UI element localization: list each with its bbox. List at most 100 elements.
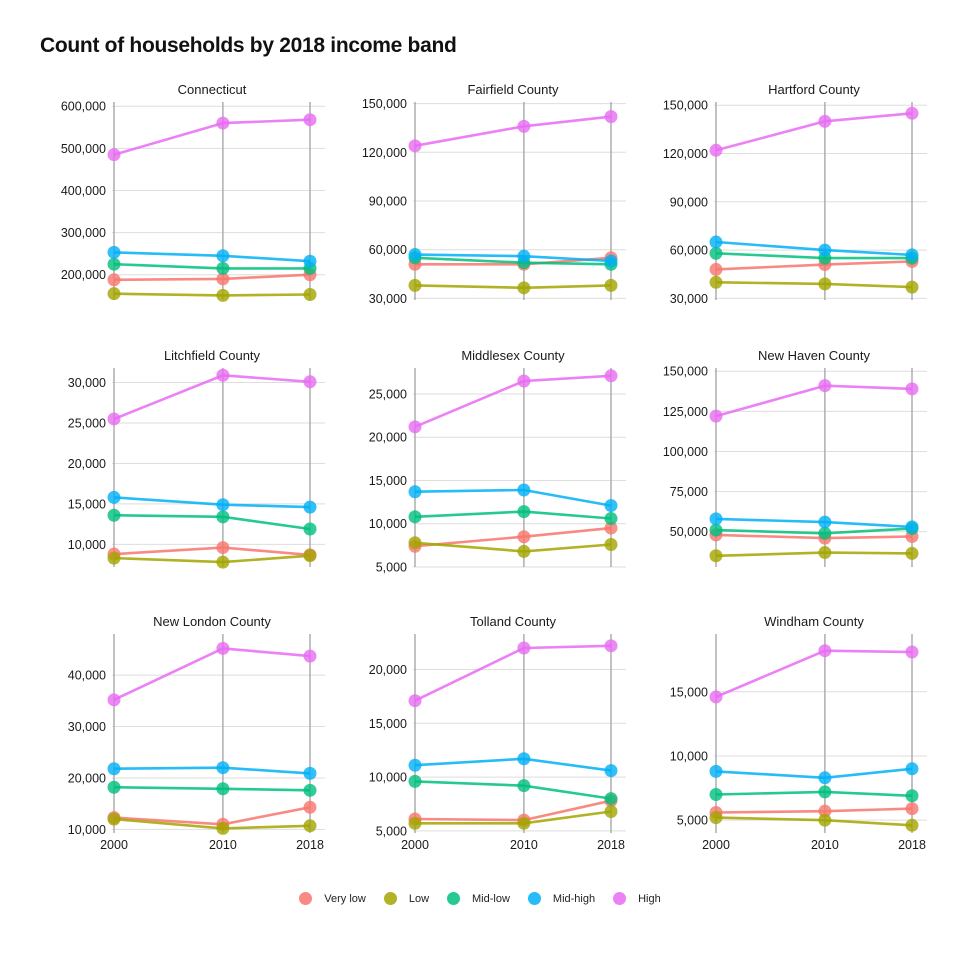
series-line-high <box>113 118 311 156</box>
x-tick-label: 2000 <box>702 838 730 852</box>
data-point-mid-high <box>107 245 121 259</box>
y-tick-label: 20,000 <box>68 771 106 785</box>
series-line-mid-high <box>414 757 612 772</box>
x-tick-label: 2010 <box>811 838 839 852</box>
series-line-mid-high <box>414 488 612 507</box>
legend-swatch <box>527 892 541 905</box>
data-point-low <box>107 812 121 826</box>
data-point-mid-low <box>216 510 230 524</box>
data-point-low <box>905 818 919 832</box>
data-point-low <box>303 819 317 833</box>
series-line-low <box>414 541 612 553</box>
series-line-mid-high <box>715 767 913 780</box>
y-tick-label: 10,000 <box>670 749 708 763</box>
data-point-high <box>303 113 317 127</box>
data-point-low <box>818 546 832 560</box>
x-tick-label: 2018 <box>597 838 625 852</box>
data-point-low <box>517 816 531 830</box>
data-point-mid-high <box>408 248 422 262</box>
data-point-mid-high <box>818 243 832 257</box>
data-point-mid-high <box>408 485 422 499</box>
panel-title-windham-county: Windham County <box>764 614 864 629</box>
y-tick-label: 30,000 <box>670 292 708 306</box>
y-tick-label: 10,000 <box>68 538 106 552</box>
series-line-mid-high <box>113 766 311 775</box>
series-line-mid-high <box>113 496 311 509</box>
data-point-high <box>818 114 832 128</box>
legend-label: Mid-high <box>552 892 596 905</box>
y-tick-label: 150,000 <box>663 99 708 113</box>
panel-title-connecticut: Connecticut <box>178 82 247 97</box>
y-tick-label: 10,000 <box>68 823 106 837</box>
y-tick-label: 120,000 <box>362 146 407 160</box>
legend-label: Very low <box>324 892 366 905</box>
data-point-high <box>905 382 919 396</box>
data-point-low <box>905 546 919 560</box>
data-point-high <box>216 641 230 655</box>
series-line-high <box>414 374 612 428</box>
series-line-low <box>113 554 311 564</box>
data-point-mid-high <box>604 254 618 268</box>
data-point-high <box>107 148 121 162</box>
series-line-very-low <box>715 533 913 540</box>
legend: Very low Low Mid-low Mid-high High <box>0 892 960 905</box>
data-point-high <box>905 645 919 659</box>
data-point-low <box>604 278 618 292</box>
legend-label: Mid-low <box>472 892 510 905</box>
data-point-low <box>216 555 230 569</box>
data-point-mid-high <box>517 249 531 263</box>
series-line-high <box>715 649 913 699</box>
data-point-very-low <box>216 541 230 555</box>
y-tick-label: 40,000 <box>68 669 106 683</box>
data-point-mid-low <box>216 782 230 796</box>
data-point-low <box>107 287 121 301</box>
y-tick-label: 15,000 <box>68 497 106 511</box>
data-point-very-low <box>905 802 919 816</box>
data-point-mid-low <box>107 257 121 271</box>
y-tick-label: 120,000 <box>663 147 708 161</box>
chart-title: Count of households by 2018 income band <box>40 34 457 57</box>
data-point-high <box>408 139 422 153</box>
y-tick-label: 25,000 <box>369 387 407 401</box>
y-tick-label: 15,000 <box>670 685 708 699</box>
data-point-low <box>408 816 422 830</box>
y-tick-label: 100,000 <box>663 445 708 459</box>
data-point-mid-low <box>604 512 618 526</box>
y-tick-label: 20,000 <box>369 663 407 677</box>
data-point-high <box>818 644 832 658</box>
data-point-mid-low <box>517 505 531 519</box>
data-point-mid-low <box>303 522 317 536</box>
data-point-high <box>107 412 121 426</box>
series-line-very-low <box>715 807 913 814</box>
x-tick-label: 2000 <box>100 838 128 852</box>
data-point-high <box>709 143 723 157</box>
data-point-very-low <box>818 804 832 818</box>
x-tick-label: 2000 <box>401 838 429 852</box>
series-line-low <box>715 281 913 289</box>
x-tick-label: 2010 <box>209 838 237 852</box>
data-point-mid-high <box>303 766 317 780</box>
series-line-low <box>415 810 612 825</box>
y-tick-label: 20,000 <box>68 457 106 471</box>
y-tick-label: 200,000 <box>61 268 106 282</box>
data-point-high <box>107 693 121 707</box>
x-tick-label: 2010 <box>510 838 538 852</box>
data-point-mid-low <box>709 787 723 801</box>
y-tick-label: 75,000 <box>670 485 708 499</box>
data-point-mid-low <box>905 789 919 803</box>
y-tick-label: 25,000 <box>68 417 106 431</box>
data-point-low <box>709 275 723 289</box>
y-tick-label: 5,000 <box>376 824 407 838</box>
data-point-mid-high <box>905 248 919 262</box>
data-point-low <box>604 804 618 818</box>
y-tick-label: 90,000 <box>369 195 407 209</box>
data-point-low <box>517 281 531 295</box>
y-tick-label: 5,000 <box>376 561 407 575</box>
series-line-high <box>715 112 913 152</box>
data-point-high <box>604 369 618 383</box>
y-tick-label: 60,000 <box>670 244 708 258</box>
series-line-mid-low <box>113 785 311 792</box>
series-line-very-low <box>113 273 311 282</box>
panel-title-litchfield-county: Litchfield County <box>164 348 261 363</box>
y-tick-label: 15,000 <box>369 474 407 488</box>
